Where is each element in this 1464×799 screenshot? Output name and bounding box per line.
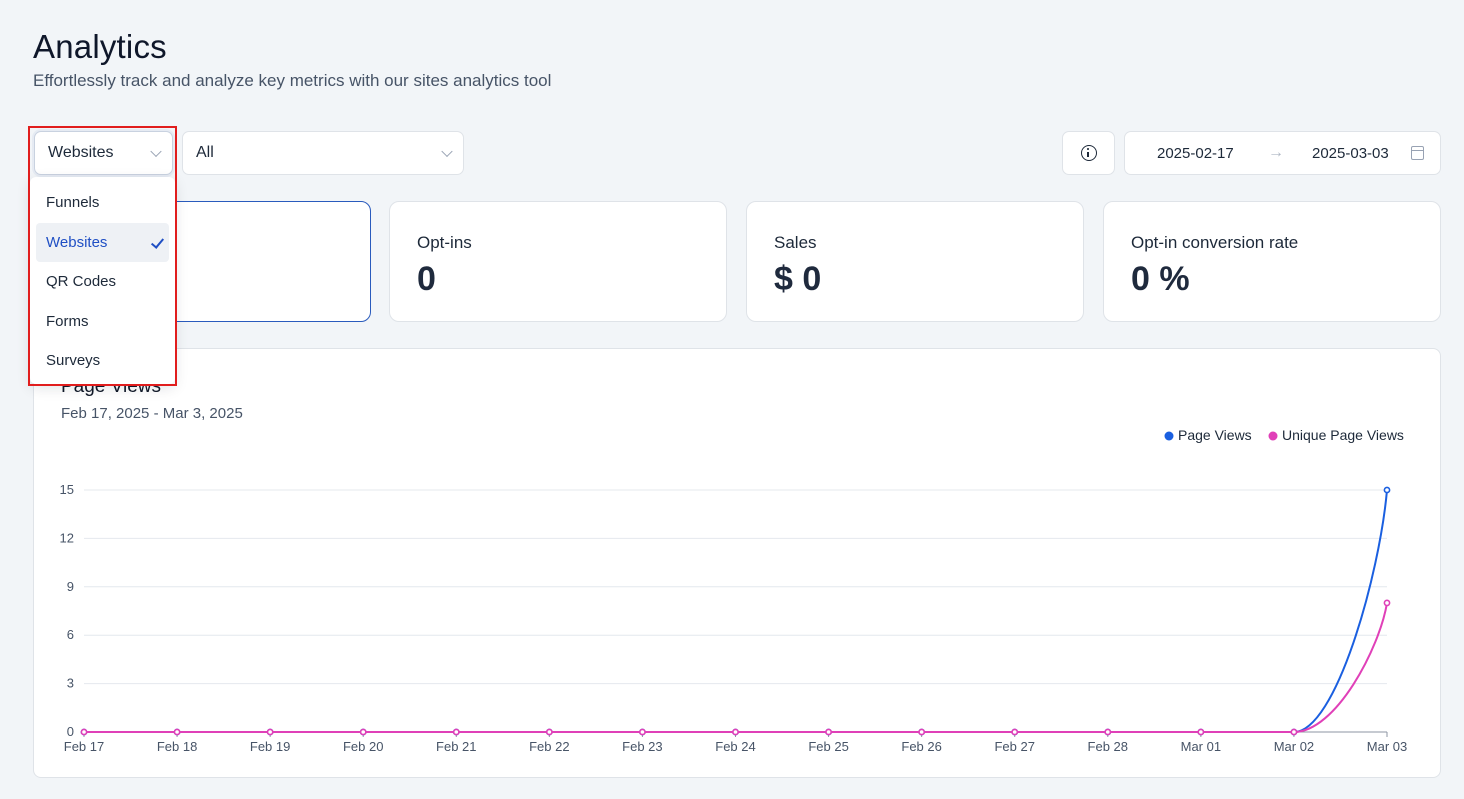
legend-label: Page Views (1178, 427, 1252, 443)
chart-date-range: Feb 17, 2025 - Mar 3, 2025 (61, 405, 243, 422)
menu-item-label: Surveys (46, 352, 101, 370)
x-tick-label: Feb 22 (529, 739, 569, 754)
x-tick-label: Feb 19 (250, 739, 290, 754)
series-line (84, 602, 1388, 733)
y-tick-label: 15 (60, 482, 74, 497)
y-tick-label: 0 (67, 724, 74, 739)
data-point (1011, 728, 1019, 736)
data-point (1383, 599, 1391, 607)
checkmark-icon (150, 234, 165, 249)
page-views-line-chart: 0 3 6 9 12 15 Feb 17 Feb 18 Feb 19 Feb 20 Feb 21 Fe… (60, 427, 1408, 754)
data-point (639, 728, 646, 736)
chevron-down-icon (441, 145, 453, 158)
x-tick-label: Feb 24 (715, 739, 755, 754)
legend-marker (1164, 431, 1174, 441)
data-point (1197, 728, 1205, 736)
metric-value: 0 (417, 260, 436, 298)
metric-card-sales[interactable]: Sales $ 0 (746, 201, 1084, 322)
info-icon (1080, 145, 1097, 161)
x-tick-label: Feb 27 (994, 739, 1034, 754)
menu-item-qr-codes[interactable]: QR Codes (36, 262, 169, 302)
x-tick-label: Mar 02 (1274, 739, 1314, 754)
arrow-right-icon: → (1268, 144, 1284, 161)
x-tick-label: Feb 28 (1088, 739, 1128, 754)
x-tick-label: Feb 20 (343, 739, 383, 754)
menu-item-surveys[interactable]: Surveys (36, 341, 169, 381)
metric-value: 0 % (1131, 260, 1190, 298)
page-title: Analytics (33, 28, 167, 65)
data-point (1104, 728, 1112, 736)
chevron-down-icon (150, 145, 162, 158)
type-select-value: Websites (48, 144, 114, 161)
date-end[interactable]: 2025-03-03 (1312, 145, 1389, 162)
x-tick-label: Mar 01 (1181, 739, 1221, 754)
metric-value: $ 0 (774, 260, 822, 298)
menu-item-forms[interactable]: Forms (36, 302, 169, 342)
legend-marker (1268, 431, 1278, 441)
menu-item-label: Funnels (46, 194, 100, 212)
date-start[interactable]: 2025-02-17 (1157, 145, 1234, 162)
x-tick-label: Feb 18 (157, 739, 197, 754)
data-point (732, 728, 739, 736)
data-point (1290, 728, 1298, 736)
type-select[interactable]: Websites (34, 131, 173, 175)
filter-select[interactable]: All (182, 131, 464, 175)
x-tick-label: Feb 17 (64, 739, 104, 754)
info-button[interactable] (1062, 131, 1115, 175)
data-point (80, 728, 88, 736)
data-point (1383, 486, 1391, 494)
data-point (359, 728, 367, 736)
menu-item-websites[interactable]: Websites (36, 222, 169, 262)
type-dropdown-menu: Funnels Websites QR Codes Forms Surveys (30, 177, 175, 384)
calendar-icon[interactable] (1411, 146, 1424, 160)
y-tick-label: 3 (67, 676, 74, 691)
metric-label: Opt-ins (417, 233, 472, 252)
metric-label: Opt-in conversion rate (1131, 233, 1299, 252)
data-point (173, 728, 181, 736)
menu-item-label: QR Codes (46, 273, 117, 291)
page-subtitle: Effortlessly track and analyze key metri… (33, 71, 552, 90)
data-point (545, 728, 553, 736)
page-views-chart-panel: Page Views Feb 17, 2025 - Mar 3, 2025 0 3… (33, 348, 1441, 778)
metric-card-conversion-rate[interactable]: Opt-in conversion rate 0 % (1103, 201, 1441, 322)
data-point (918, 728, 926, 736)
menu-item-label: Forms (46, 312, 89, 330)
y-tick-label: 9 (67, 579, 74, 594)
metric-label: Sales (774, 233, 817, 252)
data-point (266, 728, 274, 736)
metric-card-opt-ins[interactable]: Opt-ins 0 (389, 201, 727, 322)
legend-label: Unique Page Views (1282, 427, 1404, 443)
series-line (84, 489, 1388, 733)
filter-select-value: All (196, 144, 214, 161)
x-tick-label: Feb 25 (808, 739, 848, 754)
x-tick-label: Feb 26 (901, 739, 941, 754)
date-range-picker[interactable]: 2025-02-17 → 2025-03-03 (1124, 131, 1441, 175)
data-point (825, 728, 832, 736)
x-tick-label: Feb 21 (436, 739, 476, 754)
x-tick-label: Feb 23 (622, 739, 662, 754)
data-point (452, 728, 460, 736)
menu-item-label: Websites (46, 233, 108, 251)
y-tick-label: 6 (67, 627, 74, 642)
menu-item-funnels[interactable]: Funnels (36, 183, 169, 223)
y-tick-label: 12 (60, 530, 74, 545)
x-tick-label: Mar 03 (1367, 739, 1407, 754)
